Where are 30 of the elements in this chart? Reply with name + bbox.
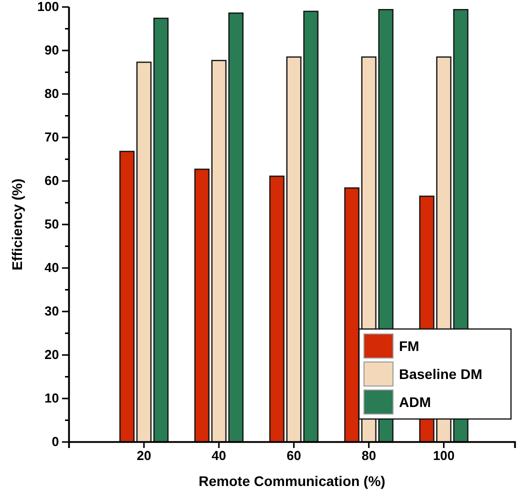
bar	[119, 150, 135, 443]
bar	[194, 168, 210, 443]
y-tick-label: 70	[44, 130, 59, 145]
y-tick-label: 50	[44, 216, 59, 232]
y-tick-label: 30	[44, 304, 59, 319]
y-tick-label: 90	[44, 42, 59, 58]
bar	[303, 10, 318, 443]
y-tick-label: 20	[44, 347, 59, 362]
y-tick-label: 0	[52, 434, 59, 450]
y-tick-label: 10	[44, 390, 59, 406]
x-tick-label: 100	[432, 448, 455, 464]
bar	[136, 62, 152, 443]
y-tick-label: 100	[37, 0, 59, 14]
y-tick-label: 40	[44, 260, 59, 276]
legend-label: ADM	[399, 394, 431, 410]
y-axis-title: Efficiency (%)	[9, 178, 25, 270]
bar	[228, 12, 244, 443]
legend-label: Baseline DM	[399, 366, 482, 382]
bar	[211, 60, 227, 443]
x-tick-label: 20	[136, 448, 152, 464]
x-tick-label: 40	[212, 448, 226, 464]
bar	[269, 176, 284, 443]
x-tick-label: 60	[286, 448, 302, 464]
y-tick-label: 60	[44, 173, 59, 188]
legend-label: FM	[399, 338, 420, 354]
x-tick-label: 80	[362, 448, 376, 464]
y-tick-label: 80	[44, 86, 59, 102]
x-axis-title: Remote Communication (%)	[198, 473, 386, 489]
bar	[153, 18, 169, 443]
bar	[286, 56, 302, 443]
